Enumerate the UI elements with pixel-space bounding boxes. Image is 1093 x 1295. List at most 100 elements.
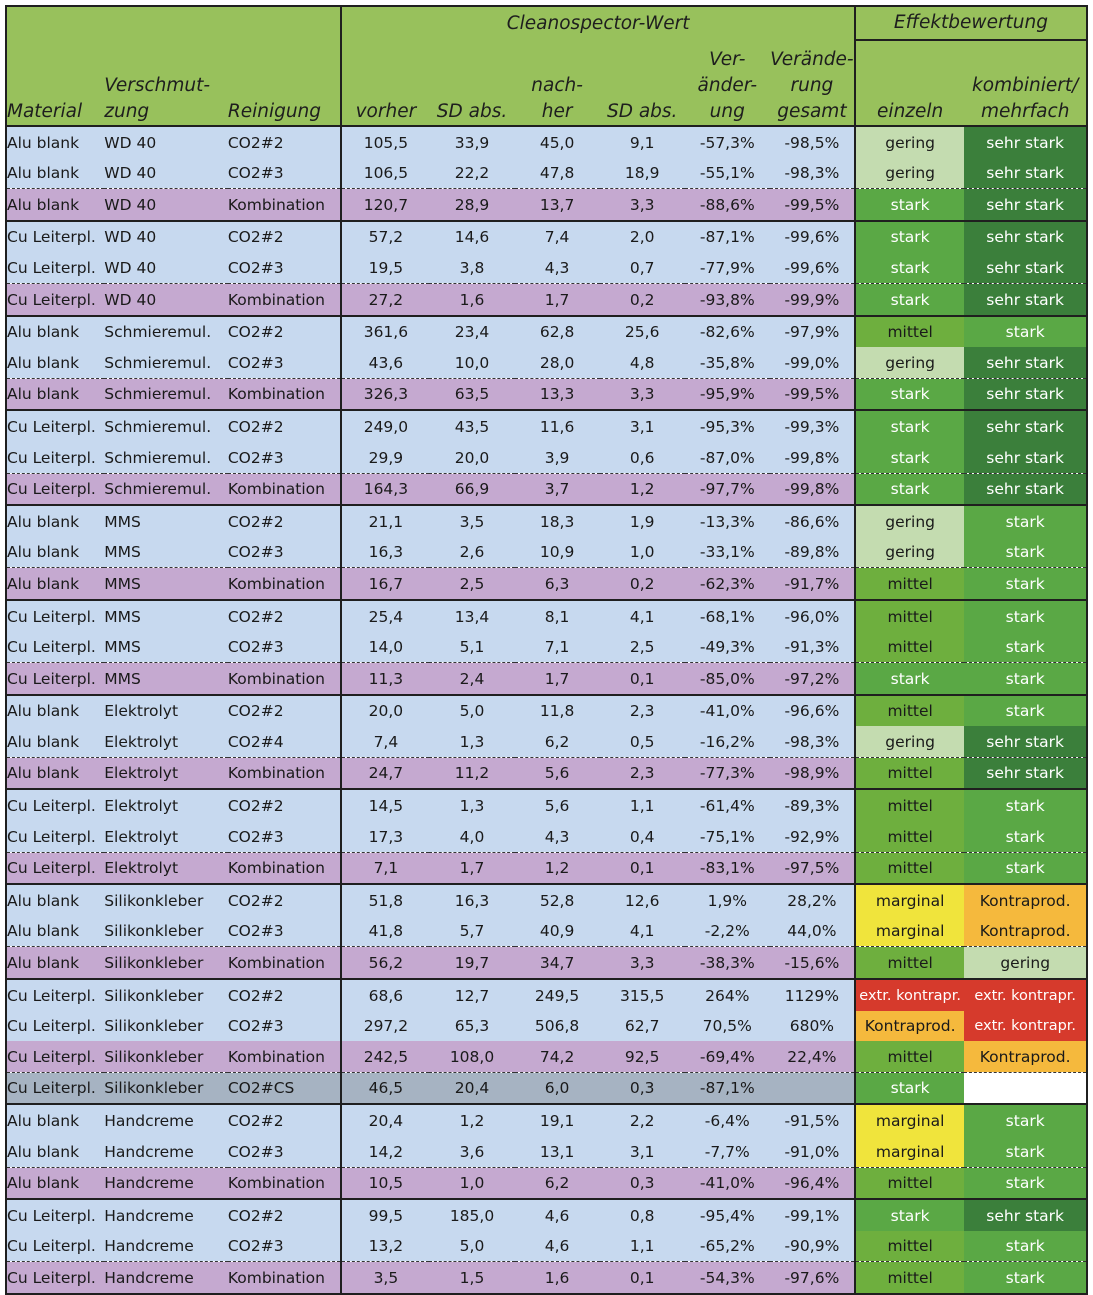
cell-cleaning: CO2#2	[227, 789, 342, 822]
column-header-row: Material Verschmut-zung Reinigung vorher SD …	[6, 40, 1087, 127]
cell-change: 1,9%	[684, 884, 770, 916]
cell-change-total	[769, 1072, 855, 1106]
column-header-material: Material	[6, 40, 105, 127]
cell-cleaning: Kombination	[227, 1167, 342, 1201]
cell-contamination: WD 40	[104, 283, 228, 317]
cell-change: -33,1%	[684, 536, 770, 569]
cell-effect-einzeln: stark	[853, 1199, 965, 1231]
column-header-veraenderung-gesamt: Verände-rung gesamt	[769, 40, 855, 127]
cell-sd-vorher: 5,1	[429, 631, 515, 664]
cell-material: Cu Leiterpl.	[6, 473, 105, 507]
cell-cleaning: CO2#3	[227, 157, 342, 190]
cell-effect-kombiniert: sehr stark	[964, 157, 1087, 190]
cell-sd-vorher: 16,3	[429, 884, 515, 916]
cell-material: Cu Leiterpl.	[6, 1041, 105, 1073]
cell-sd-nachher: 3,3	[599, 946, 685, 981]
table-row: Alu blank Elektrolyt Kombination 24,7 11,2 5,…	[6, 757, 1087, 791]
cell-sd-nachher: 1,2	[599, 473, 685, 507]
cell-effect-kombiniert: stark	[964, 505, 1087, 537]
cell-sd-nachher: 4,1	[599, 599, 685, 632]
cell-nachher: 1,7	[514, 662, 600, 696]
table-row: Cu Leiterpl. Elektrolyt CO2#3 17,3 4,0 4,3 0,4…	[6, 821, 1087, 853]
cell-change: -88,6%	[684, 188, 770, 222]
cell-contamination: Handcreme	[104, 1167, 228, 1201]
cell-sd-nachher: 2,0	[599, 220, 685, 253]
cell-contamination: Schmieremul.	[104, 473, 228, 507]
cell-nachher: 34,7	[514, 946, 600, 981]
cell-sd-vorher: 185,0	[429, 1199, 515, 1231]
table-row: Cu Leiterpl. Silikonkleber CO2#CS 46,5 20,4 6…	[6, 1072, 1087, 1106]
cell-effect-kombiniert: stark	[964, 536, 1087, 569]
cell-change: -69,4%	[684, 1041, 770, 1073]
cell-change-total: 44,0%	[769, 915, 855, 948]
cell-material: Alu blank	[6, 694, 105, 727]
cell-cleaning: CO2#2	[227, 220, 342, 253]
table-row: Cu Leiterpl. WD 40 CO2#3 19,5 3,8 4,3 0,7 -77,9…	[6, 252, 1087, 284]
cell-effect-einzeln: gering	[853, 536, 965, 569]
cell-effect-einzeln: mittel	[853, 599, 965, 632]
cell-effect-einzeln: mittel	[853, 789, 965, 822]
cell-effect-einzeln: mittel	[853, 821, 965, 853]
cell-vorher: 20,4	[340, 1104, 430, 1136]
cell-change-total: 22,4%	[769, 1041, 855, 1073]
cell-cleaning: CO2#2	[227, 694, 342, 727]
cell-nachher: 3,9	[514, 441, 600, 474]
cell-cleaning: Kombination	[227, 473, 342, 507]
cell-effect-kombiniert: stark	[964, 1104, 1087, 1136]
cell-change: -93,8%	[684, 283, 770, 317]
cell-vorher: 106,5	[340, 157, 430, 190]
cell-vorher: 46,5	[340, 1072, 430, 1106]
cell-effect-kombiniert: extr. kontrapr.	[964, 1010, 1087, 1042]
cell-material: Alu blank	[6, 915, 105, 948]
cell-sd-vorher: 5,0	[429, 694, 515, 727]
cell-sd-nachher: 2,3	[599, 694, 685, 727]
cell-sd-vorher: 108,0	[429, 1041, 515, 1073]
cell-material: Alu blank	[6, 1167, 105, 1201]
cell-sd-vorher: 1,0	[429, 1167, 515, 1201]
cell-contamination: WD 40	[104, 252, 228, 284]
cell-effect-einzeln: marginal	[853, 1104, 965, 1136]
cell-nachher: 1,6	[514, 1261, 600, 1294]
column-header-line: Reinigung	[227, 101, 322, 122]
cell-effect-einzeln: stark	[853, 1072, 965, 1106]
cell-sd-nachher: 0,2	[599, 567, 685, 601]
cell-effect-kombiniert: sehr stark	[964, 441, 1087, 474]
cell-vorher: 164,3	[340, 473, 430, 507]
cell-sd-vorher: 1,3	[429, 726, 515, 758]
cell-change: -87,1%	[684, 1072, 770, 1106]
cell-change-total: -99,3%	[769, 410, 855, 442]
cell-effect-kombiniert: Kontraprod.	[964, 915, 1087, 948]
cell-effect-einzeln: mittel	[853, 1261, 965, 1294]
cell-effect-einzeln: gering	[853, 726, 965, 758]
cell-nachher: 45,0	[514, 126, 600, 158]
cell-sd-vorher: 23,4	[429, 315, 515, 348]
cell-change: -49,3%	[684, 631, 770, 664]
cell-material: Cu Leiterpl.	[6, 441, 105, 474]
cell-effect-einzeln: stark	[853, 410, 965, 442]
cell-change-total: 1129%	[769, 979, 855, 1011]
cell-nachher: 74,2	[514, 1041, 600, 1073]
cell-change: -77,3%	[684, 757, 770, 791]
cell-cleaning: CO2#2	[227, 979, 342, 1011]
table-row: Alu blank Handcreme Kombination 10,5 1,0 6,2 0…	[6, 1167, 1087, 1201]
cell-nachher: 47,8	[514, 157, 600, 190]
cell-change-total: -97,2%	[769, 662, 855, 696]
cell-cleaning: CO2#2	[227, 126, 342, 158]
cell-sd-vorher: 14,6	[429, 220, 515, 253]
cell-cleaning: CO2#2	[227, 410, 342, 442]
cell-sd-nachher: 1,1	[599, 789, 685, 822]
cell-effect-einzeln: stark	[853, 252, 965, 284]
cell-change: -35,8%	[684, 347, 770, 379]
table-row: Alu blank Elektrolyt CO2#4 7,4 1,3 6,2 0,5 -16,…	[6, 726, 1087, 758]
cell-change: -41,0%	[684, 1167, 770, 1201]
cell-contamination: Handcreme	[104, 1261, 228, 1294]
cell-change: -6,4%	[684, 1104, 770, 1136]
cell-effect-kombiniert: stark	[964, 852, 1087, 886]
cell-vorher: 14,2	[340, 1136, 430, 1168]
cell-change: -83,1%	[684, 852, 770, 886]
cell-sd-vorher: 2,5	[429, 567, 515, 601]
cell-change: -55,1%	[684, 157, 770, 190]
cell-sd-vorher: 4,0	[429, 821, 515, 853]
cell-contamination: Silikonkleber	[104, 1010, 228, 1042]
cell-vorher: 51,8	[340, 884, 430, 916]
